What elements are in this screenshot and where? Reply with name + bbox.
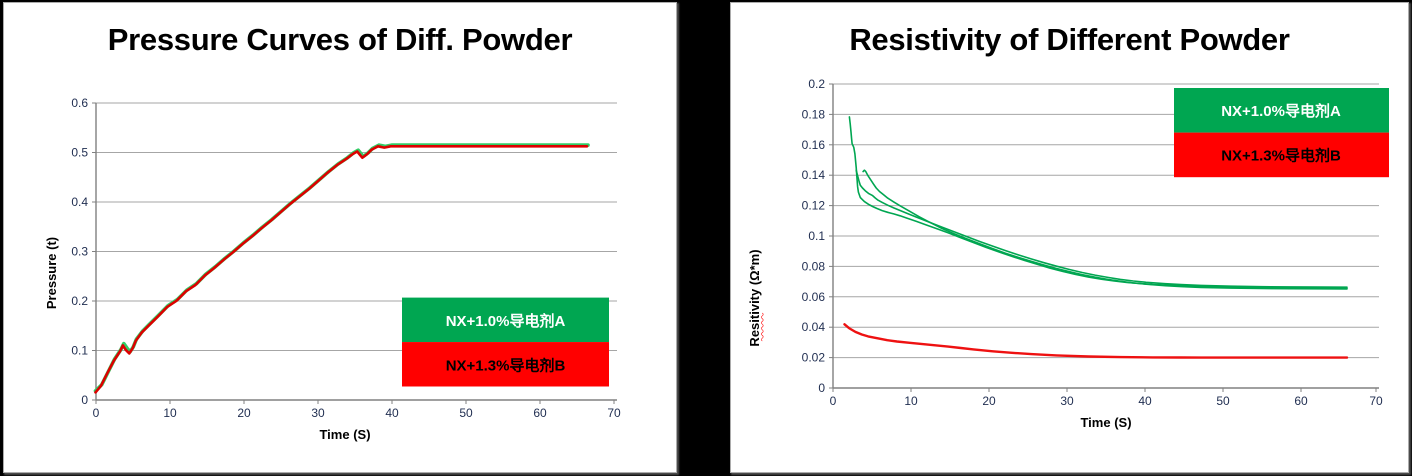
svg-text:0: 0 — [818, 381, 825, 395]
svg-text:Time (S): Time (S) — [319, 427, 370, 442]
svg-text:0.3: 0.3 — [71, 245, 88, 259]
svg-text:0.06: 0.06 — [802, 290, 826, 304]
svg-text:0.14: 0.14 — [802, 168, 826, 182]
svg-text:0.5: 0.5 — [71, 146, 88, 160]
svg-text:NX+1.3%导电剂B: NX+1.3%导电剂B — [1221, 147, 1341, 165]
svg-text:30: 30 — [1060, 394, 1074, 408]
svg-text:20: 20 — [982, 394, 996, 408]
svg-text:50: 50 — [1216, 394, 1230, 408]
svg-text:Time (S): Time (S) — [1080, 415, 1131, 430]
svg-text:40: 40 — [385, 406, 399, 420]
svg-text:50: 50 — [459, 406, 473, 420]
svg-text:40: 40 — [1138, 394, 1152, 408]
svg-text:0: 0 — [830, 394, 837, 408]
svg-text:0.4: 0.4 — [71, 195, 88, 209]
svg-text:NX+1.3%导电剂B: NX+1.3%导电剂B — [446, 357, 566, 375]
svg-text:0.1: 0.1 — [71, 344, 88, 358]
svg-text:Resitivity (Ω*m): Resitivity (Ω*m) — [747, 249, 762, 346]
svg-text:60: 60 — [1294, 394, 1308, 408]
svg-text:0.6: 0.6 — [71, 96, 88, 110]
svg-text:NX+1.0%导电剂A: NX+1.0%导电剂A — [446, 312, 566, 330]
svg-text:0.12: 0.12 — [802, 199, 826, 213]
svg-text:0: 0 — [93, 406, 100, 420]
svg-text:70: 70 — [1369, 394, 1383, 408]
svg-text:0.2: 0.2 — [808, 77, 825, 91]
svg-text:0.2: 0.2 — [71, 294, 88, 308]
svg-text:20: 20 — [237, 406, 251, 420]
svg-text:0.16: 0.16 — [802, 138, 826, 152]
svg-text:30: 30 — [311, 406, 325, 420]
svg-text:Pressure (t): Pressure (t) — [44, 237, 59, 309]
svg-text:0.02: 0.02 — [802, 351, 826, 365]
svg-text:0.04: 0.04 — [802, 320, 826, 334]
svg-text:10: 10 — [163, 406, 177, 420]
svg-text:70: 70 — [607, 406, 621, 420]
svg-text:10: 10 — [904, 394, 918, 408]
svg-text:NX+1.0%导电剂A: NX+1.0%导电剂A — [1221, 102, 1341, 120]
svg-text:60: 60 — [533, 406, 547, 420]
svg-text:0.18: 0.18 — [802, 107, 826, 121]
svg-text:0.1: 0.1 — [808, 229, 825, 243]
svg-text:0: 0 — [81, 393, 88, 407]
svg-text:0.08: 0.08 — [802, 259, 826, 273]
